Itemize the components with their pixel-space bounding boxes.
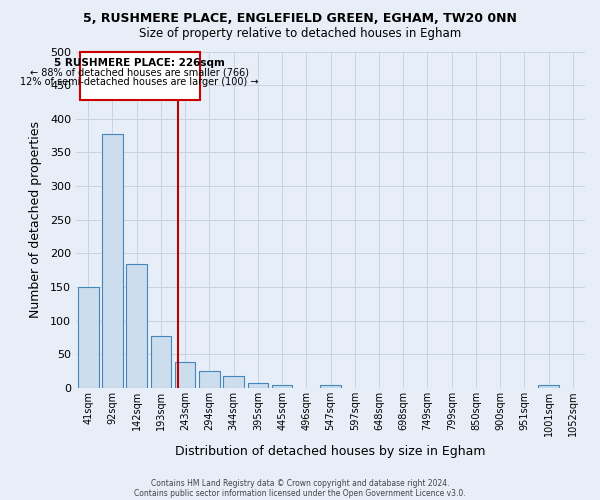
Bar [199, 371, 220, 388]
Bar [151, 336, 171, 388]
Bar [272, 385, 292, 388]
Bar [175, 362, 196, 388]
Text: Contains HM Land Registry data © Crown copyright and database right 2024.: Contains HM Land Registry data © Crown c… [151, 478, 449, 488]
Text: ← 88% of detached houses are smaller (766): ← 88% of detached houses are smaller (76… [30, 68, 249, 78]
FancyBboxPatch shape [80, 52, 200, 100]
Text: 5, RUSHMERE PLACE, ENGLEFIELD GREEN, EGHAM, TW20 0NN: 5, RUSHMERE PLACE, ENGLEFIELD GREEN, EGH… [83, 12, 517, 26]
Text: 5 RUSHMERE PLACE: 226sqm: 5 RUSHMERE PLACE: 226sqm [54, 58, 225, 68]
Bar [102, 134, 123, 388]
Bar [538, 384, 559, 388]
Bar [248, 383, 268, 388]
Y-axis label: Number of detached properties: Number of detached properties [29, 121, 42, 318]
Bar [320, 384, 341, 388]
Text: 12% of semi-detached houses are larger (100) →: 12% of semi-detached houses are larger (… [20, 77, 259, 87]
Bar [127, 264, 147, 388]
Bar [78, 287, 98, 388]
Bar [223, 376, 244, 388]
X-axis label: Distribution of detached houses by size in Egham: Distribution of detached houses by size … [175, 444, 486, 458]
Text: Contains public sector information licensed under the Open Government Licence v3: Contains public sector information licen… [134, 488, 466, 498]
Text: Size of property relative to detached houses in Egham: Size of property relative to detached ho… [139, 28, 461, 40]
